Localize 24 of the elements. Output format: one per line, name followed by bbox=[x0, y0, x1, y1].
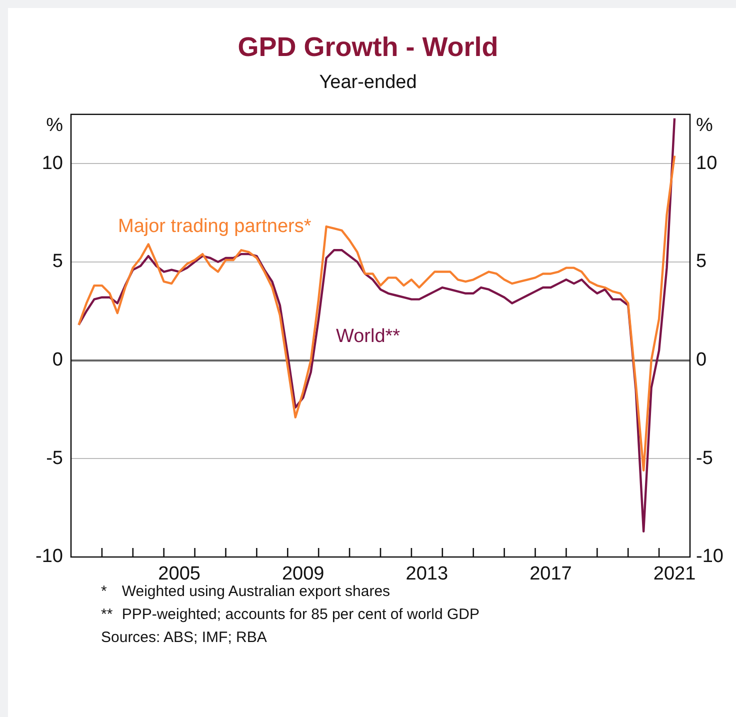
text: * Weighted using Australian export shares bbox=[101, 583, 390, 600]
y2-tick-label: -5 bbox=[696, 448, 713, 469]
y-tick-label: 5 bbox=[52, 251, 63, 272]
series-label: World** bbox=[336, 326, 401, 348]
chart-subtitle: Year-ended bbox=[318, 72, 418, 94]
y-tick-label: -10 bbox=[36, 546, 63, 568]
y-tick-label: 10 bbox=[42, 152, 63, 174]
y2-tick-label: 0 bbox=[696, 350, 707, 371]
chart-title: GPD Growth - World bbox=[236, 32, 500, 63]
y-tick-label: 0 bbox=[52, 350, 63, 371]
y-tick-label: -5 bbox=[46, 448, 63, 469]
y2-tick-label: 10 bbox=[696, 152, 718, 174]
x-tick-label: 2017 bbox=[530, 564, 572, 585]
y-axis-title: % bbox=[46, 115, 64, 136]
text: ** PPP-weighted; accounts for 85 per cent of world GDP bbox=[101, 605, 480, 625]
series-label: Major trading partners* bbox=[118, 216, 312, 238]
x-tick-label: 2013 bbox=[406, 564, 448, 585]
x-tick-label: 2021 bbox=[653, 564, 696, 585]
y2-tick-label: 5 bbox=[696, 251, 707, 272]
y2-axis-title: % bbox=[696, 115, 713, 136]
x-tick-label: 2009 bbox=[282, 564, 324, 585]
source-note: Sources: ABS; IMF; RBA bbox=[101, 628, 268, 648]
y2-tick-label: -10 bbox=[696, 546, 724, 568]
x-tick-label: 2005 bbox=[158, 564, 200, 585]
